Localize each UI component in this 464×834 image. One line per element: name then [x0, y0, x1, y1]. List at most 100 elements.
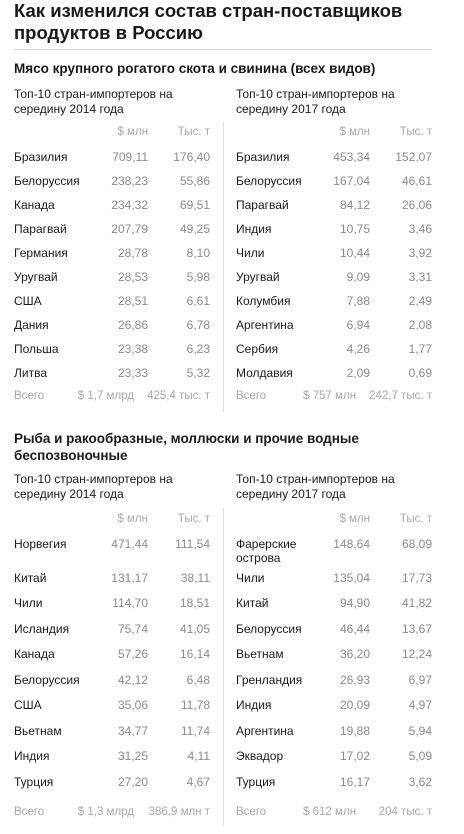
title-divider — [14, 49, 432, 50]
country-name: Норвегия — [14, 537, 67, 551]
table-row: Аргентина 19,88 5,94 — [236, 724, 432, 748]
value-tonnes: 5,32 — [186, 366, 210, 380]
table-row: Бразилия 453,34 152,07 — [236, 150, 432, 174]
value-tonnes: 2,08 — [408, 318, 432, 332]
table-row: Канада 57,26 16,14 — [14, 647, 210, 671]
country-name: Фарерские острова — [236, 537, 297, 565]
table-row: Молдавия 2,09 0,69 — [236, 366, 432, 390]
value-usd: 453,34 — [333, 150, 370, 164]
value-usd: 2,09 — [346, 366, 370, 380]
table-row: Гренландия 26,93 6,97 — [236, 673, 432, 697]
country-name: Турция — [236, 774, 276, 789]
value-usd: 167,04 — [333, 174, 370, 188]
country-name: Китай — [14, 570, 47, 585]
value-tonnes: 6,78 — [186, 318, 210, 332]
value-tonnes: 4,97 — [408, 698, 432, 712]
total-tonnes: 386,9 млн т — [148, 806, 210, 818]
table-row: Чили 114,70 18,51 — [14, 596, 210, 620]
value-tonnes: 6,97 — [408, 672, 432, 687]
country-name: Бразилия — [236, 150, 290, 164]
country-name: Аргентина — [236, 318, 294, 332]
value-tonnes: 5,94 — [408, 723, 432, 738]
value-tonnes: 152,07 — [395, 150, 432, 164]
value-tonnes: 3,62 — [408, 774, 432, 789]
country-name: Исландия — [14, 621, 70, 636]
table-row: Индия 20,09 4,97 — [236, 698, 432, 722]
table-subtitle: Топ-10 стран-импортеров на середину 2017… — [236, 472, 395, 501]
country-name: Турция — [14, 774, 54, 789]
country-name: Китай — [236, 596, 269, 610]
table-row: Бразилия 709,11 176,40 — [14, 150, 210, 174]
value-usd: 57,26 — [117, 647, 148, 661]
value-tonnes: 26,06 — [401, 198, 432, 212]
value-tonnes: 46,61 — [401, 174, 432, 188]
table-row: Индия 10,75 3,46 — [236, 222, 432, 246]
total-tonnes: 425,4 тыс. т — [147, 390, 210, 402]
value-tonnes: 13,67 — [401, 621, 432, 636]
country-name: Литва — [14, 366, 47, 380]
value-usd: 238,23 — [111, 174, 148, 188]
table-row: Канада 234,32 69,51 — [14, 198, 210, 222]
value-tonnes: 0,69 — [408, 366, 432, 380]
value-usd: 35,06 — [117, 698, 148, 712]
table-row: Чили 10,44 3,92 — [236, 246, 432, 270]
country-name: Парагвай — [236, 198, 289, 212]
country-name: Дания — [14, 318, 49, 332]
country-name: Вьетнам — [236, 647, 284, 661]
table-row: Аргентина 6,94 2,08 — [236, 318, 432, 342]
country-name: Белоруссия — [236, 621, 302, 636]
table-row: Турция 27,20 4,67 — [14, 775, 210, 799]
country-name: Гренландия — [236, 672, 303, 687]
value-usd: 34,77 — [117, 723, 148, 738]
table-subtitle: Топ-10 стран-импортеров на середину 2014… — [14, 472, 173, 501]
value-usd: 27,20 — [117, 774, 148, 789]
country-name: Вьетнам — [14, 723, 62, 738]
value-usd: 31,25 — [117, 749, 148, 763]
value-tonnes: 4,67 — [186, 774, 210, 789]
table-row: Индия 31,25 4,11 — [14, 749, 210, 773]
table-row: Колумбия 7,88 2,49 — [236, 294, 432, 318]
value-tonnes: 111,54 — [175, 537, 210, 551]
country-name: США — [14, 698, 42, 712]
total-usd: $ 1,3 млрд — [77, 806, 134, 818]
value-tonnes: 49,25 — [179, 222, 210, 236]
table-row: Норвегия 471,44 111,54 — [14, 537, 210, 561]
value-tonnes: 3,31 — [408, 270, 432, 284]
value-tonnes: 17,73 — [401, 570, 432, 585]
total-usd: $ 612 млн — [303, 806, 356, 818]
country-name: Чили — [236, 570, 265, 585]
table-subtitle: Топ-10 стран-импортеров на середину 2017… — [236, 87, 395, 116]
table-row: Фарерские острова 148,64 68,09 — [236, 537, 432, 565]
value-usd: 28,51 — [117, 294, 148, 308]
table-row: Парагвай 84,12 26,06 — [236, 198, 432, 222]
country-name: Канада — [14, 647, 55, 661]
table-row: Чили 135,04 17,73 — [236, 571, 432, 595]
table-row: Уругвай 9,09 3,31 — [236, 270, 432, 294]
country-name: Молдавия — [236, 366, 293, 380]
country-name: Эквадор — [236, 749, 284, 763]
value-tonnes: 18,51 — [179, 596, 210, 610]
table-row: Исландия 75,74 41,05 — [14, 622, 210, 646]
column-header-tonnes: Тыс. т — [177, 126, 210, 138]
value-usd: 19,88 — [339, 723, 370, 738]
value-tonnes: 68,09 — [401, 537, 432, 551]
country-name: Сербия — [236, 342, 279, 356]
value-usd: 709,11 — [112, 150, 148, 164]
country-name: Индия — [236, 698, 272, 712]
table-row: Германия 28,78 8,10 — [14, 246, 210, 270]
value-tonnes: 6,61 — [186, 294, 210, 308]
table-row: Белоруссия 42,12 6,48 — [14, 673, 210, 697]
value-usd: 23,33 — [117, 366, 148, 380]
country-name: Польша — [14, 342, 59, 356]
total-label: Всего — [14, 390, 45, 402]
value-usd: 75,74 — [117, 621, 148, 636]
country-name: Чили — [14, 596, 43, 610]
value-tonnes: 16,14 — [179, 647, 210, 661]
value-tonnes: 3,46 — [408, 222, 432, 236]
value-usd: 9,09 — [346, 270, 370, 284]
value-usd: 10,75 — [339, 222, 370, 236]
table-row: Парагвай 207,79 49,25 — [14, 222, 210, 246]
value-usd: 16,17 — [339, 774, 370, 789]
total-label: Всего — [236, 390, 267, 402]
total-label: Всего — [14, 806, 45, 818]
